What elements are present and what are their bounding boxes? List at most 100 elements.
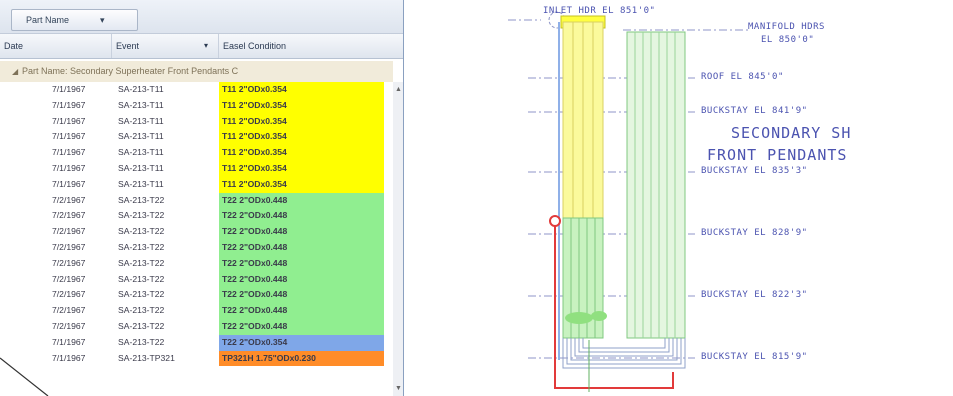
- table-row[interactable]: 7/1/1967 SA-213-T22 T22 2"ODx0.354: [0, 334, 393, 351]
- drawing-title-line-2: FRONT PENDANTS: [707, 146, 848, 164]
- collapse-icon[interactable]: ◢: [12, 67, 19, 76]
- cell-condition: TP321H 1.75"ODx0.230: [219, 350, 384, 367]
- page-curl-decoration: [0, 357, 49, 396]
- table-row[interactable]: 7/2/1967 SA-213-T22 T22 2"ODx0.448: [0, 192, 393, 209]
- cell-event: SA-213-T22: [118, 336, 165, 347]
- table-row[interactable]: 7/2/1967 SA-213-T22 T22 2"ODx0.448: [0, 318, 393, 335]
- table-row[interactable]: 7/2/1967 SA-213-T22 T22 2"ODx0.448: [0, 208, 393, 225]
- group-by-chip-part-name[interactable]: Part Name ▾: [11, 9, 138, 31]
- label-buckstay-5: BUCKSTAY EL 815'9": [701, 352, 808, 362]
- cell-event: SA-213-T11: [118, 131, 164, 142]
- cell-condition: T22 2"ODx0.448: [219, 208, 384, 225]
- cell-condition: T11 2"ODx0.354: [219, 97, 384, 114]
- filter-dropdown-icon[interactable]: ▾: [203, 41, 208, 50]
- table-row[interactable]: 7/1/1967 SA-213-T11 T11 2"ODx0.354: [0, 129, 393, 146]
- cell-date: 7/1/1967: [52, 99, 86, 110]
- cell-condition: T22 2"ODx0.448: [219, 287, 384, 304]
- table-row[interactable]: 7/1/1967 SA-213-T11 T11 2"ODx0.354: [0, 82, 393, 98]
- table-row[interactable]: 7/1/1967 SA-213-T11 T11 2"ODx0.354: [0, 145, 393, 161]
- drawing-title-line-1: SECONDARY SH: [731, 124, 852, 142]
- cell-condition: T22 2"ODx0.448: [219, 271, 384, 288]
- table-row[interactable]: 7/2/1967 SA-213-T22 T22 2"ODx0.448: [0, 239, 393, 256]
- table-row[interactable]: 7/2/1967 SA-213-T22 T22 2"ODx0.448: [0, 255, 393, 272]
- group-row-label: Part Name: Secondary Superheater Front P…: [22, 66, 239, 76]
- cell-date: 7/1/1967: [52, 178, 86, 189]
- table-row[interactable]: 7/1/1967 SA-213-T11 T11 2"ODx0.354: [0, 160, 393, 177]
- label-buckstay-1: BUCKSTAY EL 841'9": [701, 106, 808, 116]
- cell-event: SA-213-T11: [118, 115, 164, 126]
- cell-condition: T11 2"ODx0.354: [219, 113, 384, 130]
- label-manifold-headers: MANIFOLD HDRS: [748, 22, 825, 32]
- cell-event: SA-213-T11: [118, 162, 164, 173]
- table-row[interactable]: 7/2/1967 SA-213-T22 T22 2"ODx0.448: [0, 303, 393, 319]
- column-header-condition[interactable]: Easel Condition: [219, 34, 403, 58]
- cell-event: SA-213-T22: [118, 257, 165, 268]
- cell-event: SA-213-T22: [118, 226, 165, 237]
- scroll-down-icon[interactable]: ▼: [395, 385, 402, 392]
- cell-condition: T22 2"ODx0.448: [219, 318, 384, 335]
- cell-date: 7/1/1967: [52, 147, 86, 158]
- table-row[interactable]: 7/1/1967 SA-213-T11 T11 2"ODx0.354: [0, 113, 393, 130]
- cell-event: SA-213-T11: [118, 147, 164, 158]
- column-header-event[interactable]: Event ▾: [112, 34, 219, 58]
- label-roof-elevation: ROOF EL 845'0": [701, 72, 784, 82]
- cell-condition: T22 2"ODx0.448: [219, 255, 384, 272]
- group-by-panel: Part Name ▾: [0, 0, 403, 34]
- cell-event: SA-213-T11: [118, 178, 164, 189]
- cell-date: 7/1/1967: [52, 162, 86, 173]
- cell-event: SA-213-T11: [118, 99, 164, 110]
- column-header-date-label: Date: [4, 41, 24, 51]
- table-row[interactable]: 7/1/1967 SA-213-T11 T11 2"ODx0.354: [0, 176, 393, 193]
- group-chip-label: Part Name: [26, 15, 70, 25]
- cell-event: SA-213-T22: [118, 241, 165, 252]
- cell-date: 7/2/1967: [52, 241, 86, 252]
- table-row[interactable]: 7/1/1967 SA-213-TP321 TP321H 1.75"ODx0.230: [0, 350, 393, 367]
- cell-date: 7/2/1967: [52, 273, 86, 284]
- label-buckstay-4: BUCKSTAY EL 822'3": [701, 290, 808, 300]
- cell-date: 7/1/1967: [52, 115, 86, 126]
- scroll-up-icon[interactable]: ▲: [395, 86, 402, 93]
- cell-event: SA-213-T22: [118, 194, 165, 205]
- cell-event: SA-213-T22: [118, 273, 165, 284]
- grid-rows: 7/1/1967 SA-213-T11 T11 2"ODx0.354 7/1/1967…: [0, 82, 393, 367]
- cell-event: SA-213-T22: [118, 305, 165, 316]
- cell-date: 7/2/1967: [52, 305, 86, 316]
- group-row[interactable]: ◢ Part Name: Secondary Superheater Front…: [0, 61, 393, 82]
- cell-condition: T22 2"ODx0.448: [219, 303, 384, 319]
- cell-condition: T11 2"ODx0.354: [219, 176, 384, 193]
- cell-date: 7/2/1967: [52, 226, 86, 237]
- cell-date: 7/1/1967: [52, 336, 86, 347]
- vertical-scrollbar[interactable]: ▲ ▼: [393, 82, 403, 396]
- cell-event: SA-213-T11: [118, 84, 164, 94]
- cell-date: 7/2/1967: [52, 257, 86, 268]
- cell-condition: T22 2"ODx0.448: [219, 239, 384, 256]
- label-manifold-elevation: EL 850'0": [761, 35, 815, 45]
- label-buckstay-3: BUCKSTAY EL 828'9": [701, 228, 808, 238]
- cell-condition: T11 2"ODx0.354: [219, 129, 384, 146]
- cell-condition: T11 2"ODx0.354: [219, 82, 384, 98]
- cell-event: SA-213-T22: [118, 210, 165, 221]
- cell-date: 7/1/1967: [52, 131, 86, 142]
- cell-date: 7/2/1967: [52, 194, 86, 205]
- cell-date: 7/1/1967: [52, 352, 86, 363]
- cell-date: 7/2/1967: [52, 210, 86, 221]
- data-grid: Part Name ▾ Date Event ▾ Easel Condition…: [0, 0, 404, 396]
- cell-event: SA-213-T22: [118, 320, 165, 331]
- cell-date: 7/1/1967: [52, 84, 86, 94]
- cell-event: SA-213-T22: [118, 289, 165, 300]
- pendant-schematic: [508, 11, 748, 392]
- table-row[interactable]: 7/2/1967 SA-213-T22 T22 2"ODx0.448: [0, 287, 393, 304]
- column-header-condition-label: Easel Condition: [223, 41, 287, 51]
- cell-event: SA-213-TP321: [118, 352, 175, 363]
- table-row[interactable]: 7/1/1967 SA-213-T11 T11 2"ODx0.354: [0, 97, 393, 114]
- label-inlet-header: INLET HDR EL 851'0": [543, 6, 656, 16]
- cell-condition: T22 2"ODx0.448: [219, 224, 384, 240]
- table-row[interactable]: 7/2/1967 SA-213-T22 T22 2"ODx0.448: [0, 271, 393, 288]
- cell-date: 7/2/1967: [52, 289, 86, 300]
- cell-condition: T22 2"ODx0.354: [219, 334, 384, 351]
- table-row[interactable]: 7/2/1967 SA-213-T22 T22 2"ODx0.448: [0, 224, 393, 240]
- column-header-date[interactable]: Date: [0, 34, 112, 58]
- sort-arrow-icon[interactable]: ▾: [100, 15, 105, 25]
- cell-condition: T22 2"ODx0.448: [219, 192, 384, 209]
- column-header-event-label: Event: [116, 41, 140, 51]
